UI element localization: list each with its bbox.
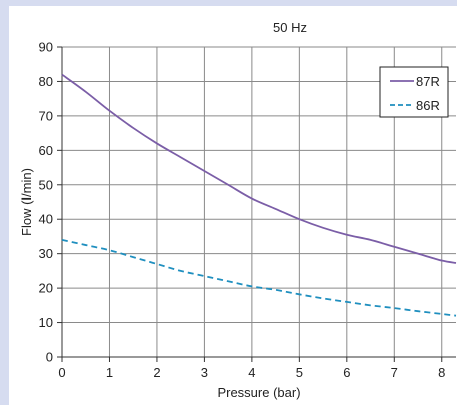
y-tick-label: 40 [39, 212, 53, 227]
y-tick-label: 80 [39, 74, 53, 89]
x-tick-label: 8 [438, 365, 445, 380]
y-tick-label: 30 [39, 246, 53, 261]
y-tick-label: 70 [39, 108, 53, 123]
x-tick-label: 4 [248, 365, 255, 380]
legend-box [379, 66, 449, 118]
y-tick-label: 10 [39, 315, 53, 330]
y-tick-label: 20 [39, 281, 53, 296]
tick-labels: 0 10 20 30 40 50 60 70 80 90 0 1 2 3 4 5 6 7 8 [39, 40, 446, 381]
legend-label-87r: 87R [416, 74, 440, 89]
y-axis-label-prefix: Flow ( [19, 200, 34, 236]
y-axis-label: Flow (l/min) [19, 168, 34, 236]
x-tick-label: 6 [343, 365, 350, 380]
y-tick-label: 60 [39, 143, 53, 158]
y-axis-label-unit: l [19, 197, 34, 201]
x-axis-label: Pressure (bar) [217, 385, 300, 400]
series-line-86r [61, 239, 457, 317]
grid [62, 46, 456, 357]
legend-label-86r: 86R [416, 98, 440, 113]
x-tick-label: 2 [153, 365, 160, 380]
series-line-87r [61, 73, 457, 264]
axes [57, 46, 456, 362]
series-lines [61, 73, 457, 317]
x-tick-label: 7 [391, 365, 398, 380]
y-tick-label: 50 [39, 177, 53, 192]
x-tick-label: 1 [106, 365, 113, 380]
x-tick-label: 0 [58, 365, 65, 380]
y-axis-label-suffix: /min) [19, 168, 34, 197]
y-tick-label: 0 [46, 350, 53, 365]
legend: 87R 86R [379, 66, 449, 118]
y-tick-label: 90 [39, 40, 53, 55]
x-tick-label: 5 [296, 365, 303, 380]
chart-title: 50 Hz [273, 20, 307, 35]
x-tick-label: 3 [201, 365, 208, 380]
